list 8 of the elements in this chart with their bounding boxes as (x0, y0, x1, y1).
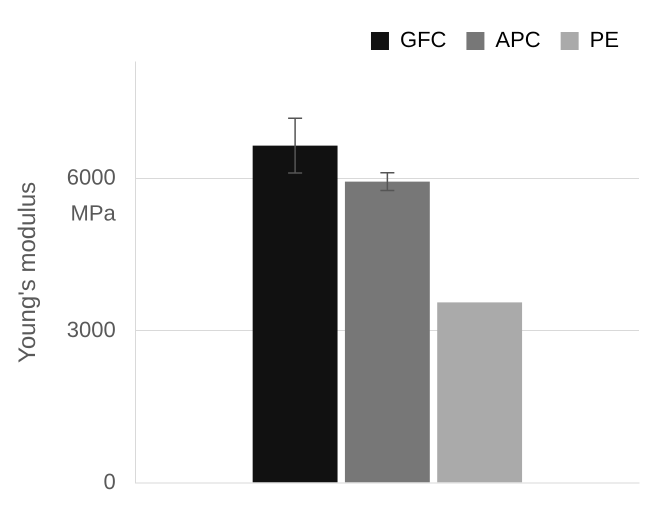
legend-label: PE (590, 27, 620, 52)
y-tick-label: 0 (103, 468, 116, 494)
legend-label: GFC (400, 27, 447, 52)
y-tick-label: 3000 (66, 316, 116, 342)
text: MPa (70, 200, 116, 226)
y-tick-label: 6000 (66, 164, 116, 190)
legend-label: APC (495, 27, 541, 52)
y-axis-title: Young's modulus (14, 182, 42, 363)
